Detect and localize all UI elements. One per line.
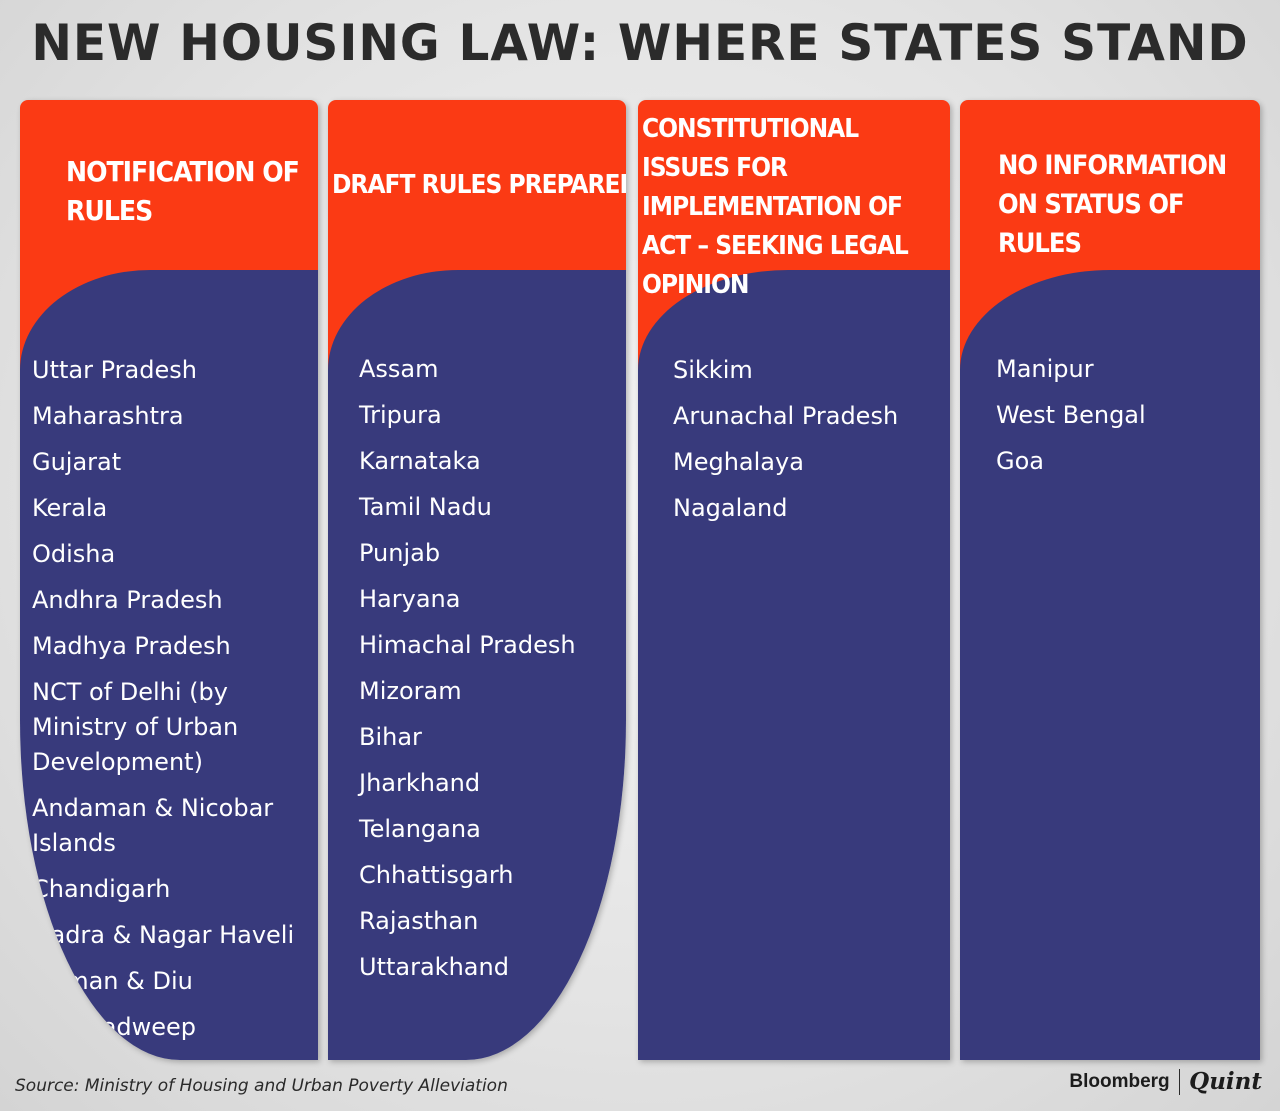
state-item: Goa	[996, 447, 1044, 475]
column-header: CONSTITUTIONAL ISSUES FOR IMPLEMENTATION…	[642, 114, 909, 300]
state-item: Gujarat	[32, 448, 122, 476]
state-item: Uttarakhand	[359, 953, 509, 981]
state-item: Karnataka	[359, 447, 481, 475]
column-body-bg	[328, 270, 626, 1060]
state-item: Chhattisgarh	[359, 861, 514, 889]
brand-bloomberg: Bloomberg	[1069, 1070, 1170, 1092]
column-header: DRAFT RULES PREPARED	[332, 170, 626, 200]
column-header: NOTIFICATION OF RULES	[66, 155, 300, 227]
column-constitutional-issues: CONSTITUTIONAL ISSUES FOR IMPLEMENTATION…	[638, 100, 950, 1060]
state-item: Odisha	[32, 540, 116, 568]
column-header: NO INFORMATION ON STATUS OF RULES	[998, 150, 1227, 259]
state-item: NCT of Delhi (by Ministry of Urban Devel…	[32, 678, 239, 776]
state-item: Chandigarh	[32, 875, 171, 903]
state-item: Dadra & Nagar Haveli	[32, 921, 295, 949]
state-item: Arunachal Pradesh	[673, 402, 899, 430]
state-list: Uttar Pradesh Maharashtra Gujarat Kerala Odi…	[32, 353, 316, 1056]
state-item: Nagaland	[673, 494, 788, 522]
state-item: Meghalaya	[673, 448, 804, 476]
column-notification-of-rules: NOTIFICATION OF RULES Uttar Pradesh Mahar…	[20, 100, 318, 1060]
state-item: Andhra Pradesh	[32, 586, 223, 614]
state-list: Assam Tripura Karnataka Tamil Nadu Punjab Har…	[359, 352, 621, 996]
column-body-bg	[20, 270, 318, 1060]
state-list: Sikkim Arunachal Pradesh Meghalaya Nagaland	[673, 353, 945, 537]
brand-quint: Quint	[1189, 1068, 1262, 1095]
page-title: NEW HOUSING LAW: WHERE STATES STAND	[31, 14, 1249, 72]
column-body-bg	[960, 270, 1260, 1060]
state-item: Kerala	[32, 494, 108, 522]
state-item: Madhya Pradesh	[32, 632, 231, 660]
state-item: Mizoram	[359, 677, 462, 705]
state-item: Sikkim	[673, 356, 753, 384]
state-item: West Bengal	[996, 401, 1146, 429]
state-item: Rajasthan	[359, 907, 479, 935]
state-item: Haryana	[359, 585, 461, 613]
state-item: Tamil Nadu	[359, 493, 492, 521]
state-item: Manipur	[996, 355, 1094, 383]
state-item: Telangana	[359, 815, 481, 843]
state-item: Maharashtra	[32, 402, 184, 430]
state-item: Uttar Pradesh	[32, 356, 197, 384]
column-no-information: NO INFORMATION ON STATUS OF RULES Manipu…	[960, 100, 1260, 1060]
state-item: Bihar	[359, 723, 422, 751]
state-item: Punjab	[359, 539, 441, 567]
state-list: Manipur West Bengal Goa	[996, 352, 1256, 490]
column-draft-rules-prepared: DRAFT RULES PREPARED Assam Tripura Karnata…	[328, 100, 626, 1060]
state-item: Tripura	[359, 401, 442, 429]
state-item: Daman & Diu	[32, 967, 193, 995]
state-item: Jharkhand	[359, 769, 481, 797]
state-item: Assam	[359, 355, 439, 383]
brand-logo: Bloomberg Quint	[1069, 1068, 1262, 1095]
column-body-bg	[638, 270, 950, 1060]
state-item: Lakshadweep	[32, 1013, 197, 1041]
source-note: Source: Ministry of Housing and Urban Po…	[15, 1076, 508, 1096]
state-item: Andaman & Nicobar Islands	[32, 794, 274, 857]
brand-divider	[1178, 1068, 1181, 1095]
state-item: Himachal Pradesh	[359, 631, 576, 659]
